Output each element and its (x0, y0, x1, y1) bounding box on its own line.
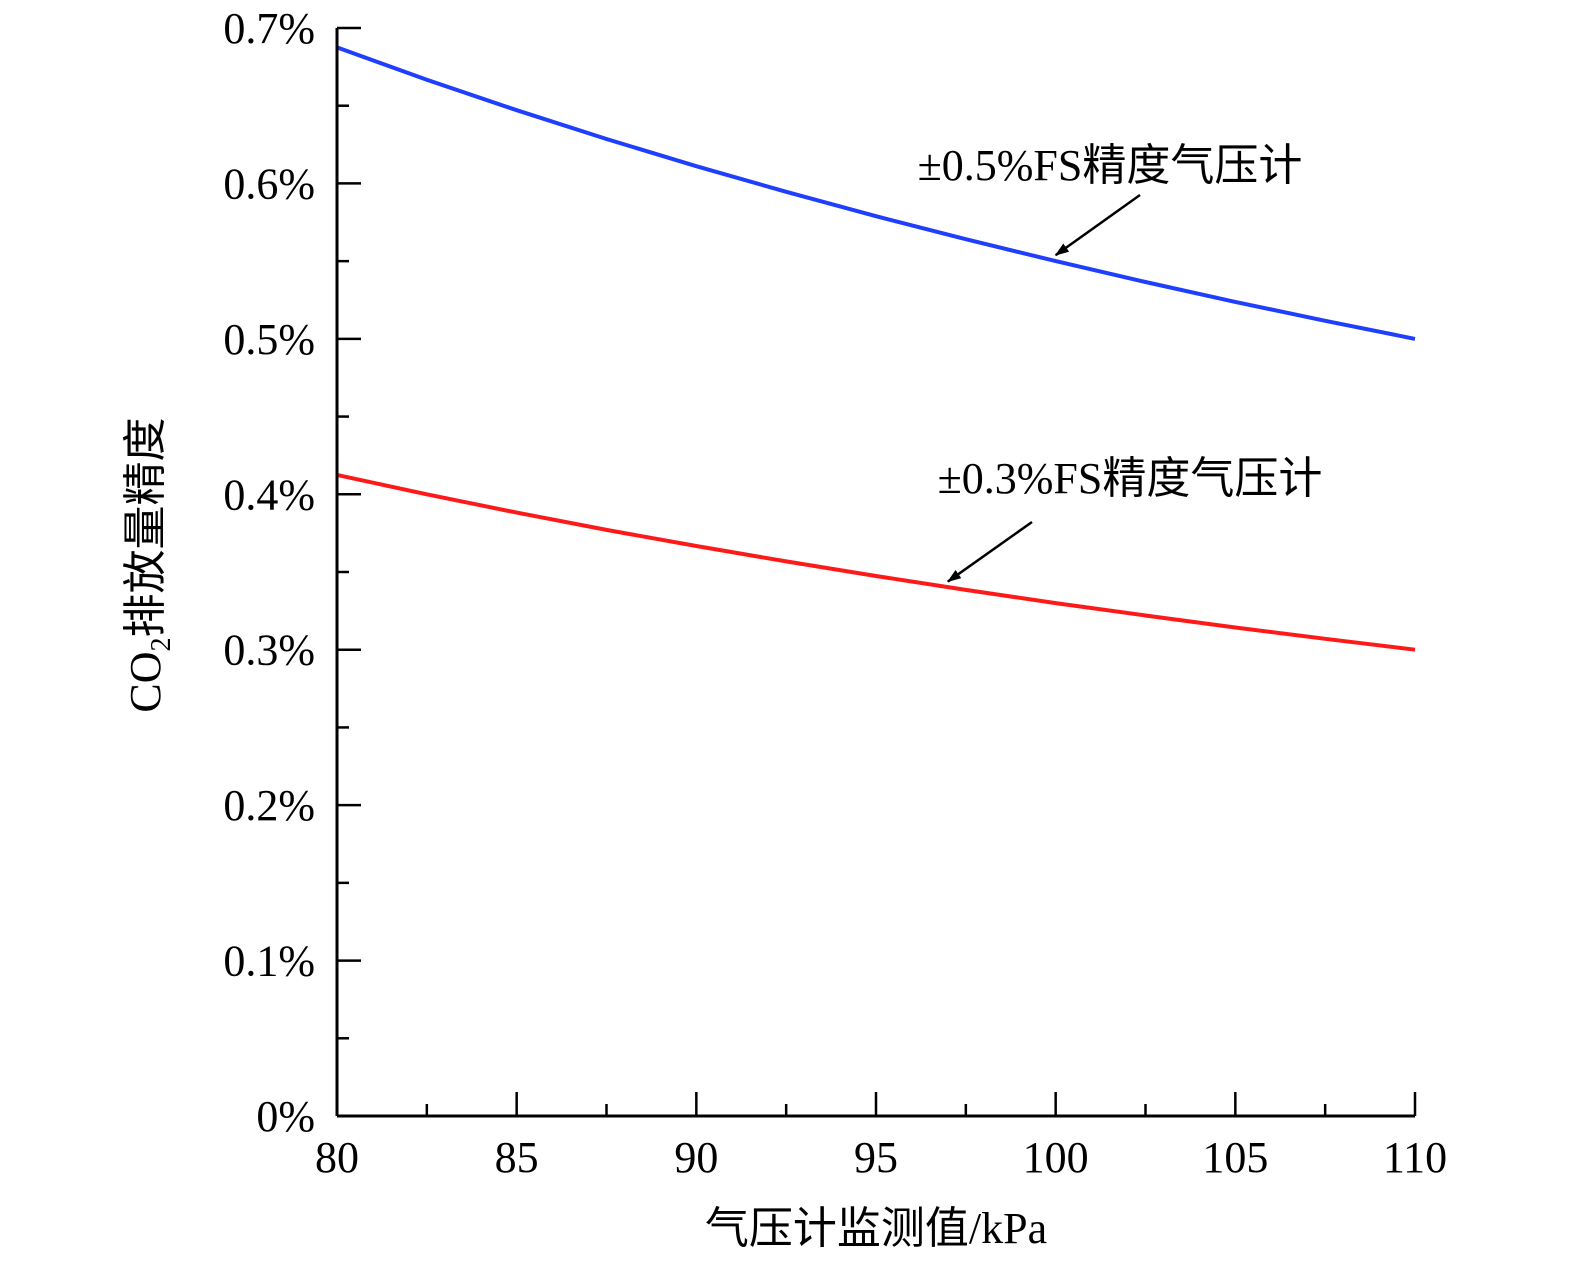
annotation-arrow-2 (947, 520, 1033, 583)
x-tick-label: 80 (315, 1133, 359, 1182)
annotation-label-1: ±0.5%FS精度气压计 (918, 141, 1303, 190)
y-tick-label: 0.6% (223, 159, 315, 208)
series-line-1 (336, 45, 1416, 341)
y-axis-label: CO2排放量精度 (121, 417, 177, 712)
axes (335, 26, 1417, 1118)
y-tick-label: 0.4% (223, 470, 315, 519)
x-tick-label: 105 (1202, 1133, 1268, 1182)
y-axis-label-co: CO (121, 651, 170, 712)
y-tick-label: 0.2% (223, 781, 315, 830)
x-axis-label: 气压计监测值/kPa (705, 1204, 1047, 1253)
annotation-label-2: ±0.3%FS精度气压计 (938, 454, 1323, 503)
y-axis-label-subscript: 2 (146, 637, 177, 651)
y-tick-label: 0.7% (223, 4, 315, 53)
y-tick-label: 0.3% (223, 626, 315, 675)
x-tick-label: 100 (1023, 1133, 1089, 1182)
annotation-arrow-1 (1054, 193, 1141, 257)
annotations: ±0.5%FS精度气压计 ±0.3%FS精度气压计 (918, 141, 1323, 583)
y-tick-label: 0.1% (223, 937, 315, 986)
plot-area (336, 45, 1416, 652)
x-tick-label: 85 (495, 1133, 539, 1182)
y-tick-label: 0% (256, 1092, 315, 1141)
x-tick-label: 95 (854, 1133, 898, 1182)
x-tick-label: 90 (674, 1133, 718, 1182)
y-axis-label-rest: 排放量精度 (121, 417, 170, 637)
tick-labels: 80 85 90 95 100 105 110 0% 0.1% 0.2% 0.3% 0.4% 0.5% 0… (223, 4, 1447, 1182)
series-line-2 (336, 472, 1416, 652)
y-tick-label: 0.5% (223, 315, 315, 364)
x-tick-label: 110 (1383, 1133, 1447, 1182)
